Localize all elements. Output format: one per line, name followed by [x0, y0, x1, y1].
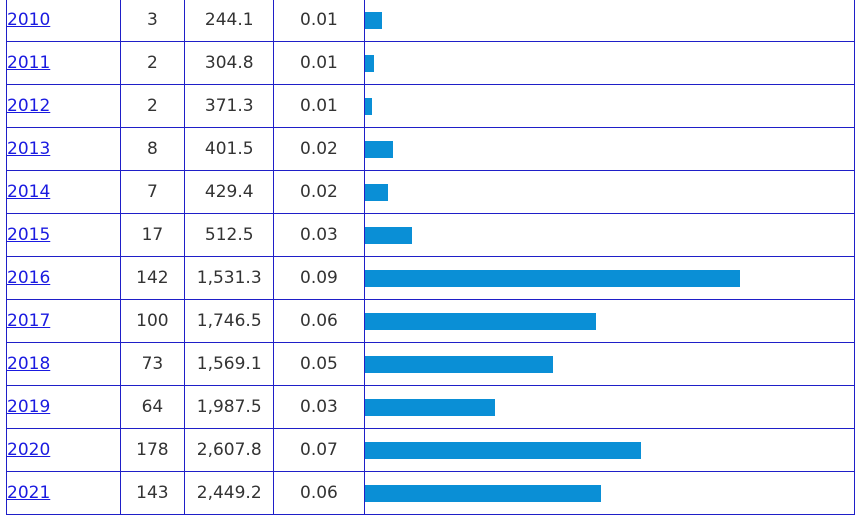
year-link[interactable]: 2021	[7, 483, 51, 503]
year-cell: 2019	[6, 385, 121, 429]
year-cell: 2018	[6, 342, 121, 386]
year-link[interactable]: 2014	[7, 182, 51, 202]
value-bar	[364, 355, 553, 373]
value-bar	[364, 97, 372, 115]
year-cell: 2020	[6, 428, 121, 472]
rate-cell: 0.01	[273, 41, 365, 85]
value-bar	[364, 226, 412, 244]
size-cell: 1,569.1	[184, 342, 275, 386]
size-cell: 1,531.3	[184, 256, 275, 300]
table-row: 2019 64 1,987.5 0.03	[6, 385, 855, 429]
count-cell: 2	[119, 41, 186, 85]
size-cell: 401.5	[184, 127, 275, 171]
table-row: 2016 142 1,531.3 0.09	[6, 256, 855, 300]
rate-cell: 0.03	[273, 385, 365, 429]
value-bar	[364, 312, 596, 330]
year-cell: 2016	[6, 256, 121, 300]
rate-cell: 0.01	[273, 84, 365, 128]
count-cell: 64	[119, 385, 186, 429]
count-cell: 7	[119, 170, 186, 214]
year-cell: 2017	[6, 299, 121, 343]
count-cell: 8	[119, 127, 186, 171]
bar-cell	[363, 385, 855, 429]
rate-cell: 0.06	[273, 299, 365, 343]
size-cell: 429.4	[184, 170, 275, 214]
year-link[interactable]: 2015	[7, 225, 51, 245]
size-cell: 371.3	[184, 84, 275, 128]
size-cell: 1,987.5	[184, 385, 275, 429]
table-row: 2015 17 512.5 0.03	[6, 213, 855, 257]
value-bar	[364, 269, 740, 287]
year-cell: 2015	[6, 213, 121, 257]
count-cell: 142	[119, 256, 186, 300]
year-link[interactable]: 2019	[7, 397, 51, 417]
bar-cell	[363, 213, 855, 257]
bar-cell	[363, 428, 855, 472]
value-bar	[364, 484, 601, 502]
year-link[interactable]: 2013	[7, 139, 51, 159]
year-cell: 2011	[6, 41, 121, 85]
count-cell: 143	[119, 471, 186, 515]
rate-cell: 0.07	[273, 428, 365, 472]
table-row: 2010 3 244.1 0.01	[6, 0, 855, 42]
table-body: 2010 3 244.1 0.01 2011 2 304.8 0.01 2012 2 371.3 0.…	[6, 0, 855, 515]
rate-cell: 0.03	[273, 213, 365, 257]
bar-cell	[363, 471, 855, 515]
year-link[interactable]: 2010	[7, 10, 51, 30]
value-bar	[364, 441, 641, 459]
year-link[interactable]: 2017	[7, 311, 51, 331]
bar-cell	[363, 342, 855, 386]
rate-cell: 0.09	[273, 256, 365, 300]
size-cell: 2,449.2	[184, 471, 275, 515]
rate-cell: 0.02	[273, 127, 365, 171]
value-bar	[364, 398, 495, 416]
size-cell: 1,746.5	[184, 299, 275, 343]
value-bar	[364, 11, 382, 29]
year-cell: 2010	[6, 0, 121, 42]
table-row: 2020 178 2,607.8 0.07	[6, 428, 855, 472]
count-cell: 3	[119, 0, 186, 42]
table-row: 2017 100 1,746.5 0.06	[6, 299, 855, 343]
size-cell: 304.8	[184, 41, 275, 85]
bar-cell	[363, 256, 855, 300]
table-row: 2013 8 401.5 0.02	[6, 127, 855, 171]
value-bar	[364, 54, 374, 72]
year-cell: 2014	[6, 170, 121, 214]
rate-cell: 0.02	[273, 170, 365, 214]
count-cell: 17	[119, 213, 186, 257]
value-bar	[364, 140, 393, 158]
rate-cell: 0.06	[273, 471, 365, 515]
table-row: 2014 7 429.4 0.02	[6, 170, 855, 214]
table-row: 2011 2 304.8 0.01	[6, 41, 855, 85]
table-row: 2021 143 2,449.2 0.06	[6, 471, 855, 515]
year-cell: 2021	[6, 471, 121, 515]
bar-cell	[363, 84, 855, 128]
bar-cell	[363, 41, 855, 85]
year-cell: 2013	[6, 127, 121, 171]
size-cell: 512.5	[184, 213, 275, 257]
bar-cell	[363, 127, 855, 171]
count-cell: 73	[119, 342, 186, 386]
bar-cell	[363, 0, 855, 42]
size-cell: 244.1	[184, 0, 275, 42]
count-cell: 2	[119, 84, 186, 128]
rate-cell: 0.05	[273, 342, 365, 386]
year-link[interactable]: 2018	[7, 354, 51, 374]
value-bar	[364, 183, 388, 201]
year-link[interactable]: 2016	[7, 268, 51, 288]
count-cell: 100	[119, 299, 186, 343]
table-row: 2018 73 1,569.1 0.05	[6, 342, 855, 386]
count-cell: 178	[119, 428, 186, 472]
table-row: 2012 2 371.3 0.01	[6, 84, 855, 128]
bar-cell	[363, 299, 855, 343]
yearly-stats-table: 2010 3 244.1 0.01 2011 2 304.8 0.01 2012 2 371.3 0.…	[6, 0, 855, 515]
year-cell: 2012	[6, 84, 121, 128]
size-cell: 2,607.8	[184, 428, 275, 472]
year-link[interactable]: 2012	[7, 96, 51, 116]
year-link[interactable]: 2020	[7, 440, 51, 460]
rate-cell: 0.01	[273, 0, 365, 42]
bar-cell	[363, 170, 855, 214]
year-link[interactable]: 2011	[7, 53, 51, 73]
